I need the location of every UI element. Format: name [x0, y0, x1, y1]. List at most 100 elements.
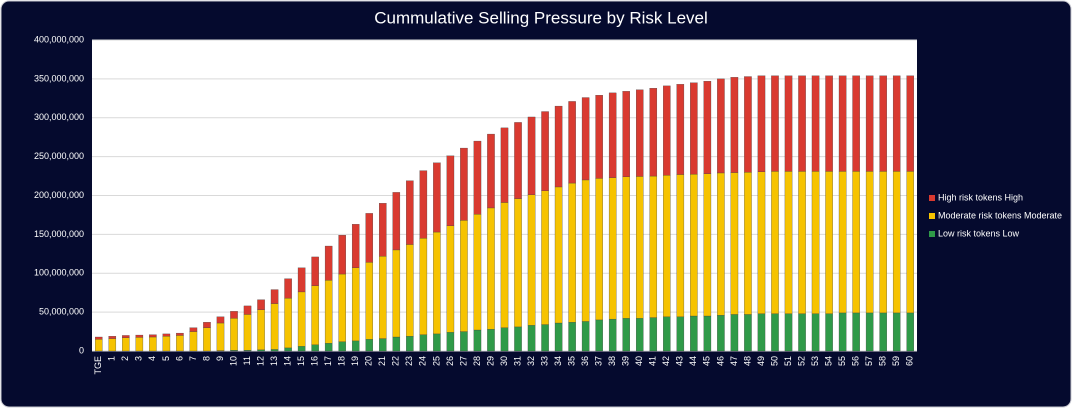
- bar-segment: [500, 127, 509, 203]
- y-tick-label: 400,000,000: [34, 34, 84, 44]
- y-tick-label: 300,000,000: [34, 112, 84, 122]
- y-tick-label: 250,000,000: [34, 151, 84, 161]
- bar-segment: [324, 280, 333, 344]
- bar-segment: [581, 179, 590, 322]
- bar-segment: [838, 75, 847, 172]
- x-tick-label: 24: [418, 356, 428, 366]
- bar-segment: [771, 313, 779, 352]
- bar-segment: [663, 316, 671, 352]
- x-tick-label: 52: [796, 356, 806, 366]
- x-tick-label: 38: [607, 356, 617, 366]
- bar-segment: [122, 335, 130, 338]
- bar-segment: [811, 75, 820, 172]
- bar-segment: [122, 337, 130, 352]
- bar-segment: [162, 333, 171, 337]
- bar-segment: [460, 147, 468, 221]
- bar-segment: [460, 331, 468, 352]
- bar-segment: [595, 319, 603, 352]
- bar-segment: [663, 175, 671, 317]
- bar-segment: [176, 332, 184, 336]
- bar-segment: [230, 311, 238, 319]
- bar-segment: [243, 305, 252, 315]
- bar-segment: [554, 186, 563, 324]
- bar-segment: [541, 324, 549, 352]
- bar-segment: [825, 313, 833, 352]
- bar-segment: [311, 344, 319, 352]
- bar-segment: [433, 231, 441, 335]
- bar-segment: [852, 312, 860, 352]
- x-tick-label: 15: [296, 356, 306, 366]
- bar-segment: [203, 322, 211, 328]
- bar-segment: [865, 312, 874, 352]
- bar-segment: [757, 171, 766, 314]
- x-tick-label: 3: [134, 356, 144, 361]
- bar-segment: [95, 339, 103, 352]
- bar-segment: [527, 325, 536, 352]
- bar-segment: [433, 333, 441, 352]
- bar-segment: [514, 326, 522, 352]
- bar-segment: [216, 316, 225, 324]
- bar-segment: [690, 82, 698, 175]
- bar-segment: [717, 172, 725, 316]
- bar-segment: [649, 175, 658, 318]
- legend-swatch: [929, 195, 935, 201]
- bar-segment: [230, 318, 238, 351]
- x-tick-label: 14: [282, 356, 292, 366]
- bar-segment: [379, 203, 387, 257]
- bar-segment: [311, 256, 319, 286]
- bar-segment: [744, 76, 752, 173]
- y-tick-label: 100,000,000: [34, 268, 84, 278]
- bar-segment: [473, 140, 482, 215]
- x-tick-label: 45: [702, 356, 712, 366]
- bar-segment: [270, 349, 279, 352]
- bar-segment: [635, 176, 644, 319]
- bar-segment: [757, 75, 766, 172]
- x-tick-label: 25: [431, 356, 441, 366]
- bar-segment: [203, 327, 211, 352]
- x-tick-label: 28: [472, 356, 482, 366]
- x-tick-label: 50: [769, 356, 779, 366]
- x-tick-label: 12: [255, 356, 265, 366]
- bar-segment: [419, 238, 428, 335]
- x-tick-label: 59: [891, 356, 901, 366]
- bar-segment: [744, 314, 752, 352]
- bar-segment: [649, 88, 658, 177]
- bar-segment: [879, 312, 887, 352]
- bar-segment: [189, 327, 198, 332]
- bar-segment: [297, 346, 306, 352]
- x-tick-label: 27: [458, 356, 468, 366]
- x-tick-label: 54: [823, 356, 833, 366]
- x-tick-label: 60: [905, 356, 915, 366]
- bar-segment: [108, 336, 117, 339]
- x-tick-label: 26: [445, 356, 455, 366]
- x-tick-label: 9: [215, 356, 225, 361]
- bar-segment: [351, 267, 360, 342]
- x-tick-label: 44: [688, 356, 698, 366]
- x-tick-label: 35: [566, 356, 576, 366]
- x-tick-label: 16: [310, 356, 320, 366]
- x-tick-label: 19: [350, 356, 360, 366]
- x-tick-label: 13: [269, 356, 279, 366]
- bar-segment: [879, 171, 887, 314]
- x-tick-label: 23: [404, 356, 414, 366]
- x-tick-label: 1: [107, 356, 117, 361]
- bar-segment: [906, 171, 914, 314]
- bar-segment: [852, 171, 860, 314]
- bar-segment: [243, 314, 252, 351]
- bar-segment: [608, 177, 617, 320]
- x-tick-label: 56: [851, 356, 861, 366]
- bar-segment: [257, 349, 265, 352]
- bar-segment: [892, 312, 901, 352]
- bar-segment: [392, 249, 401, 338]
- chart-title: Cummulative Selling Pressure by Risk Lev…: [374, 8, 708, 27]
- bar-segment: [730, 172, 739, 315]
- bar-segment: [608, 92, 617, 178]
- bar-segment: [784, 75, 793, 172]
- x-tick-label: 29: [485, 356, 495, 366]
- bar-segment: [784, 313, 793, 352]
- bar-segment: [608, 318, 617, 352]
- bar-segment: [892, 171, 901, 314]
- legend-label: Moderate risk tokens Moderate: [938, 210, 1062, 220]
- x-tick-label: 21: [377, 356, 387, 366]
